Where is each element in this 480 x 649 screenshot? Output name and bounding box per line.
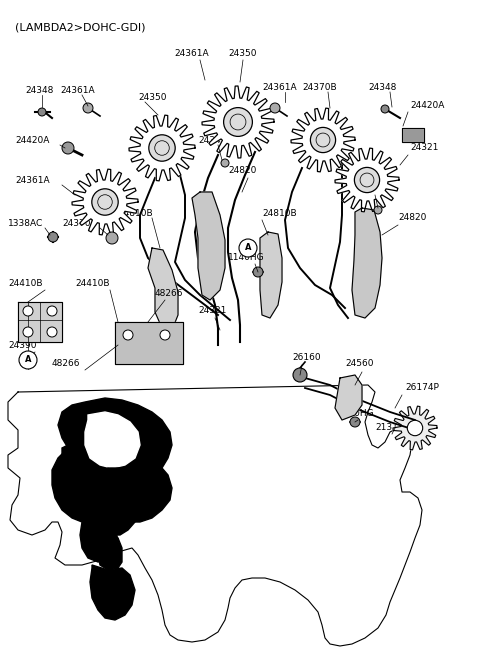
Circle shape bbox=[123, 330, 133, 340]
Text: 24361A: 24361A bbox=[15, 176, 49, 185]
Text: 24820: 24820 bbox=[398, 213, 426, 222]
Circle shape bbox=[19, 351, 37, 369]
Polygon shape bbox=[335, 375, 362, 420]
Text: 48266: 48266 bbox=[52, 359, 81, 368]
Circle shape bbox=[83, 103, 93, 113]
Polygon shape bbox=[135, 462, 168, 505]
Text: 1140HG: 1140HG bbox=[228, 253, 264, 262]
Polygon shape bbox=[18, 302, 62, 342]
Text: 24350: 24350 bbox=[229, 49, 257, 58]
Circle shape bbox=[239, 239, 257, 257]
Circle shape bbox=[354, 167, 380, 193]
Circle shape bbox=[47, 327, 57, 337]
Polygon shape bbox=[192, 192, 225, 300]
Text: 1338AC: 1338AC bbox=[8, 219, 43, 228]
Circle shape bbox=[293, 368, 307, 382]
Polygon shape bbox=[92, 468, 138, 535]
Polygon shape bbox=[393, 406, 437, 450]
Text: 24810B: 24810B bbox=[118, 209, 153, 218]
Text: 24361A: 24361A bbox=[175, 49, 209, 58]
Polygon shape bbox=[90, 565, 135, 620]
Polygon shape bbox=[62, 442, 85, 462]
Circle shape bbox=[160, 330, 170, 340]
Polygon shape bbox=[352, 208, 382, 318]
Text: 24348: 24348 bbox=[368, 83, 396, 92]
Polygon shape bbox=[115, 322, 183, 364]
Text: 26160: 26160 bbox=[292, 353, 321, 362]
Circle shape bbox=[62, 142, 74, 154]
Circle shape bbox=[106, 232, 118, 244]
Polygon shape bbox=[52, 398, 172, 562]
Text: 24349: 24349 bbox=[198, 136, 227, 145]
Polygon shape bbox=[85, 412, 140, 468]
Circle shape bbox=[48, 232, 58, 242]
Text: 24321: 24321 bbox=[198, 306, 227, 315]
Circle shape bbox=[23, 306, 33, 316]
Circle shape bbox=[408, 421, 423, 435]
Text: 24370B: 24370B bbox=[302, 83, 336, 92]
Circle shape bbox=[253, 267, 263, 277]
Polygon shape bbox=[202, 86, 274, 158]
Polygon shape bbox=[148, 248, 178, 330]
Text: 48266: 48266 bbox=[155, 289, 183, 298]
Text: 24349: 24349 bbox=[352, 183, 380, 192]
Circle shape bbox=[350, 417, 360, 427]
Circle shape bbox=[374, 206, 382, 214]
Polygon shape bbox=[402, 128, 424, 142]
Text: 24361A: 24361A bbox=[262, 83, 297, 92]
Circle shape bbox=[23, 327, 33, 337]
Text: 24820: 24820 bbox=[228, 166, 256, 175]
Text: 24370B: 24370B bbox=[62, 219, 96, 228]
Text: 26174P: 26174P bbox=[405, 383, 439, 392]
Polygon shape bbox=[291, 108, 355, 172]
Text: A: A bbox=[245, 243, 251, 252]
Text: 21312A: 21312A bbox=[375, 423, 409, 432]
Text: 24321: 24321 bbox=[410, 143, 438, 152]
Circle shape bbox=[224, 108, 252, 136]
Text: 24410B: 24410B bbox=[8, 279, 43, 288]
Text: 24348: 24348 bbox=[25, 86, 53, 95]
Polygon shape bbox=[335, 148, 399, 212]
Polygon shape bbox=[260, 232, 282, 318]
Text: 24420A: 24420A bbox=[410, 101, 444, 110]
Circle shape bbox=[92, 189, 118, 215]
Text: 24810B: 24810B bbox=[262, 209, 297, 218]
Circle shape bbox=[47, 306, 57, 316]
Text: 1140HG: 1140HG bbox=[338, 409, 374, 418]
Polygon shape bbox=[98, 538, 122, 570]
Text: 24390: 24390 bbox=[8, 341, 36, 350]
Text: 24410B: 24410B bbox=[75, 279, 109, 288]
Polygon shape bbox=[129, 115, 195, 181]
Circle shape bbox=[381, 105, 389, 113]
Text: 24560: 24560 bbox=[345, 359, 373, 368]
Circle shape bbox=[221, 159, 229, 167]
Polygon shape bbox=[72, 169, 138, 235]
Circle shape bbox=[270, 103, 280, 113]
Circle shape bbox=[149, 135, 175, 161]
Text: 24420A: 24420A bbox=[15, 136, 49, 145]
Text: (LAMBDA2>DOHC-GDI): (LAMBDA2>DOHC-GDI) bbox=[15, 22, 145, 32]
Text: 24350: 24350 bbox=[138, 93, 167, 102]
Text: 24361A: 24361A bbox=[60, 86, 95, 95]
Text: A: A bbox=[25, 356, 31, 365]
Circle shape bbox=[38, 108, 46, 116]
Circle shape bbox=[311, 127, 336, 153]
